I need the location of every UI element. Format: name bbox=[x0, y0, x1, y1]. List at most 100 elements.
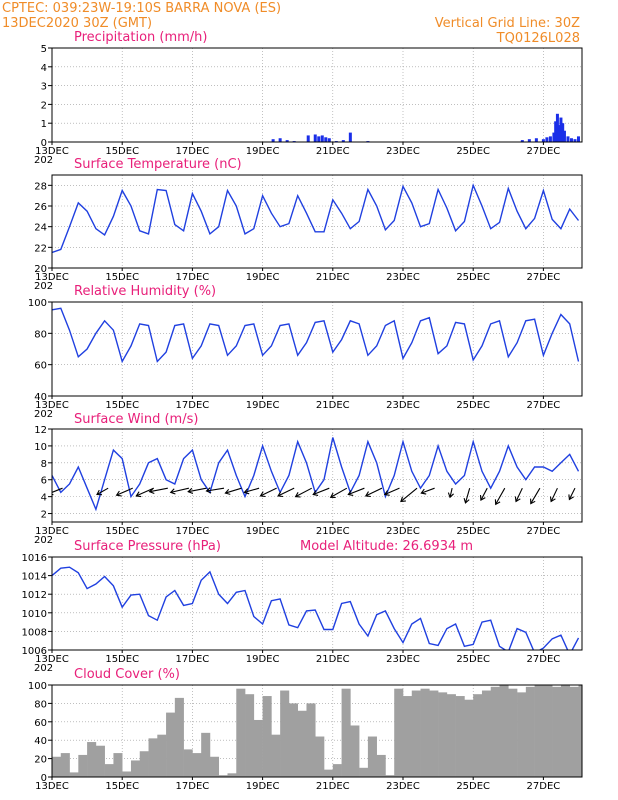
cloud-column bbox=[104, 764, 114, 777]
wind-vector-head bbox=[224, 488, 231, 495]
cloud-column bbox=[315, 736, 325, 777]
precip-bar bbox=[317, 136, 321, 142]
x-tick-label: 13DEC bbox=[35, 526, 69, 537]
year-stub: 202 bbox=[34, 663, 53, 674]
wind-vector-head bbox=[347, 490, 354, 496]
precip-bar bbox=[527, 139, 531, 142]
cloud-column bbox=[543, 685, 553, 777]
panel-title: Relative Humidity (%) bbox=[74, 284, 216, 299]
plot-frame bbox=[51, 556, 583, 651]
wind-vector-head bbox=[420, 488, 427, 495]
cloud-column bbox=[69, 772, 79, 777]
precip-bar bbox=[576, 136, 580, 142]
wind-vector-head bbox=[205, 487, 212, 494]
x-tick-label: 15DEC bbox=[105, 146, 139, 157]
wind-vector-head bbox=[383, 490, 390, 496]
cloud-column bbox=[464, 699, 474, 777]
cloud-column bbox=[262, 696, 272, 777]
year-stub: 202 bbox=[34, 409, 53, 420]
cloud-column bbox=[517, 692, 527, 777]
cloud-column bbox=[52, 756, 62, 777]
wind-vector-head bbox=[135, 491, 142, 498]
wind-vector-head bbox=[494, 499, 501, 506]
x-tick-label: 23DEC bbox=[386, 526, 420, 537]
cloud-column bbox=[455, 696, 465, 777]
wind-vector bbox=[188, 487, 207, 493]
series-0 bbox=[57, 113, 580, 142]
precip-bar bbox=[559, 117, 563, 142]
x-tick-label: 21DEC bbox=[316, 272, 350, 283]
x-tick-label: 21DEC bbox=[316, 526, 350, 537]
cloud-column bbox=[166, 712, 176, 777]
x-tick-label: 19DEC bbox=[246, 146, 280, 157]
y-tick-label: 4 bbox=[41, 63, 47, 74]
wind-vector bbox=[365, 487, 383, 497]
y-tick-label: 1012 bbox=[22, 590, 47, 601]
x-tick-label: 21DEC bbox=[316, 146, 350, 157]
cloud-column bbox=[236, 688, 246, 777]
wind-vector-head bbox=[447, 492, 454, 499]
x-tick-label: 17DEC bbox=[176, 781, 210, 792]
wind-vector bbox=[225, 487, 242, 494]
cloud-column bbox=[525, 686, 535, 777]
series-2 bbox=[52, 307, 580, 364]
series-5 bbox=[52, 685, 582, 777]
precip-bar bbox=[313, 134, 317, 142]
header-model-code: TQ0126L028 bbox=[496, 31, 580, 46]
series-1 bbox=[52, 183, 580, 254]
plot-frame bbox=[51, 301, 583, 397]
cloud-column bbox=[473, 694, 483, 777]
precip-bar bbox=[566, 136, 570, 142]
precip-bar bbox=[341, 140, 345, 142]
precip-bar bbox=[562, 130, 566, 142]
wind-vector bbox=[312, 487, 330, 495]
precip-bar bbox=[324, 137, 328, 142]
cloud-column bbox=[306, 703, 316, 777]
wind-vector bbox=[244, 487, 260, 493]
header-date: 13DEC2020 30Z (GMT) bbox=[2, 16, 152, 31]
panel-1: 20 22 24 26 28 13DEC 15DEC 17DEC 19DEC 21DEC 23DEC… bbox=[34, 157, 583, 292]
wind-vector bbox=[170, 487, 190, 493]
x-tick-label: 21DEC bbox=[316, 654, 350, 665]
y-tick-label: 3 bbox=[41, 82, 47, 93]
cloud-column bbox=[271, 734, 281, 777]
cloud-column bbox=[359, 767, 369, 777]
x-tick-label: 23DEC bbox=[386, 400, 420, 411]
wind-vector bbox=[384, 487, 400, 495]
wind-vector-head bbox=[329, 492, 336, 499]
precip-bar bbox=[554, 121, 558, 142]
cloud-column bbox=[139, 751, 149, 777]
x-tick-label: 13DEC bbox=[35, 400, 69, 411]
cloud-column bbox=[367, 736, 377, 777]
x-tick-label: 13DEC bbox=[35, 272, 69, 283]
wind-vector-head bbox=[514, 496, 521, 503]
cloud-column bbox=[288, 703, 298, 777]
y-tick-label: 40 bbox=[34, 392, 47, 403]
panel-5: 0 20 40 60 80 100 13DEC 15DEC 17DEC 19DEC 21DEC 23D… bbox=[28, 667, 583, 792]
panel-annotation: Model Altitude: 26.6934 m bbox=[300, 539, 473, 554]
cloud-column bbox=[429, 690, 439, 777]
series-4 bbox=[52, 566, 580, 650]
cloud-column bbox=[481, 690, 492, 777]
x-tick-label: 27DEC bbox=[527, 400, 561, 411]
wind-vector-head bbox=[400, 496, 406, 503]
cloud-column bbox=[341, 688, 351, 777]
y-tick-label: 1008 bbox=[22, 627, 47, 638]
cloud-column bbox=[411, 690, 421, 777]
y-tick-label: 80 bbox=[34, 699, 47, 710]
x-tick-label: 13DEC bbox=[35, 146, 69, 157]
precip-bar bbox=[306, 135, 310, 142]
wind-vector bbox=[96, 487, 109, 495]
wind-vector-head bbox=[259, 491, 266, 498]
wind-vector-head bbox=[479, 495, 486, 502]
x-tick-label: 23DEC bbox=[386, 781, 420, 792]
y-tick-label: 60 bbox=[34, 361, 47, 372]
cloud-column bbox=[113, 753, 123, 777]
cloud-column bbox=[490, 686, 500, 777]
series-line bbox=[52, 566, 580, 650]
wind-vector bbox=[400, 487, 418, 502]
precip-bar bbox=[520, 140, 524, 142]
x-tick-label: 19DEC bbox=[246, 400, 280, 411]
cloud-column bbox=[60, 753, 70, 777]
year-stub: 202 bbox=[34, 535, 53, 546]
